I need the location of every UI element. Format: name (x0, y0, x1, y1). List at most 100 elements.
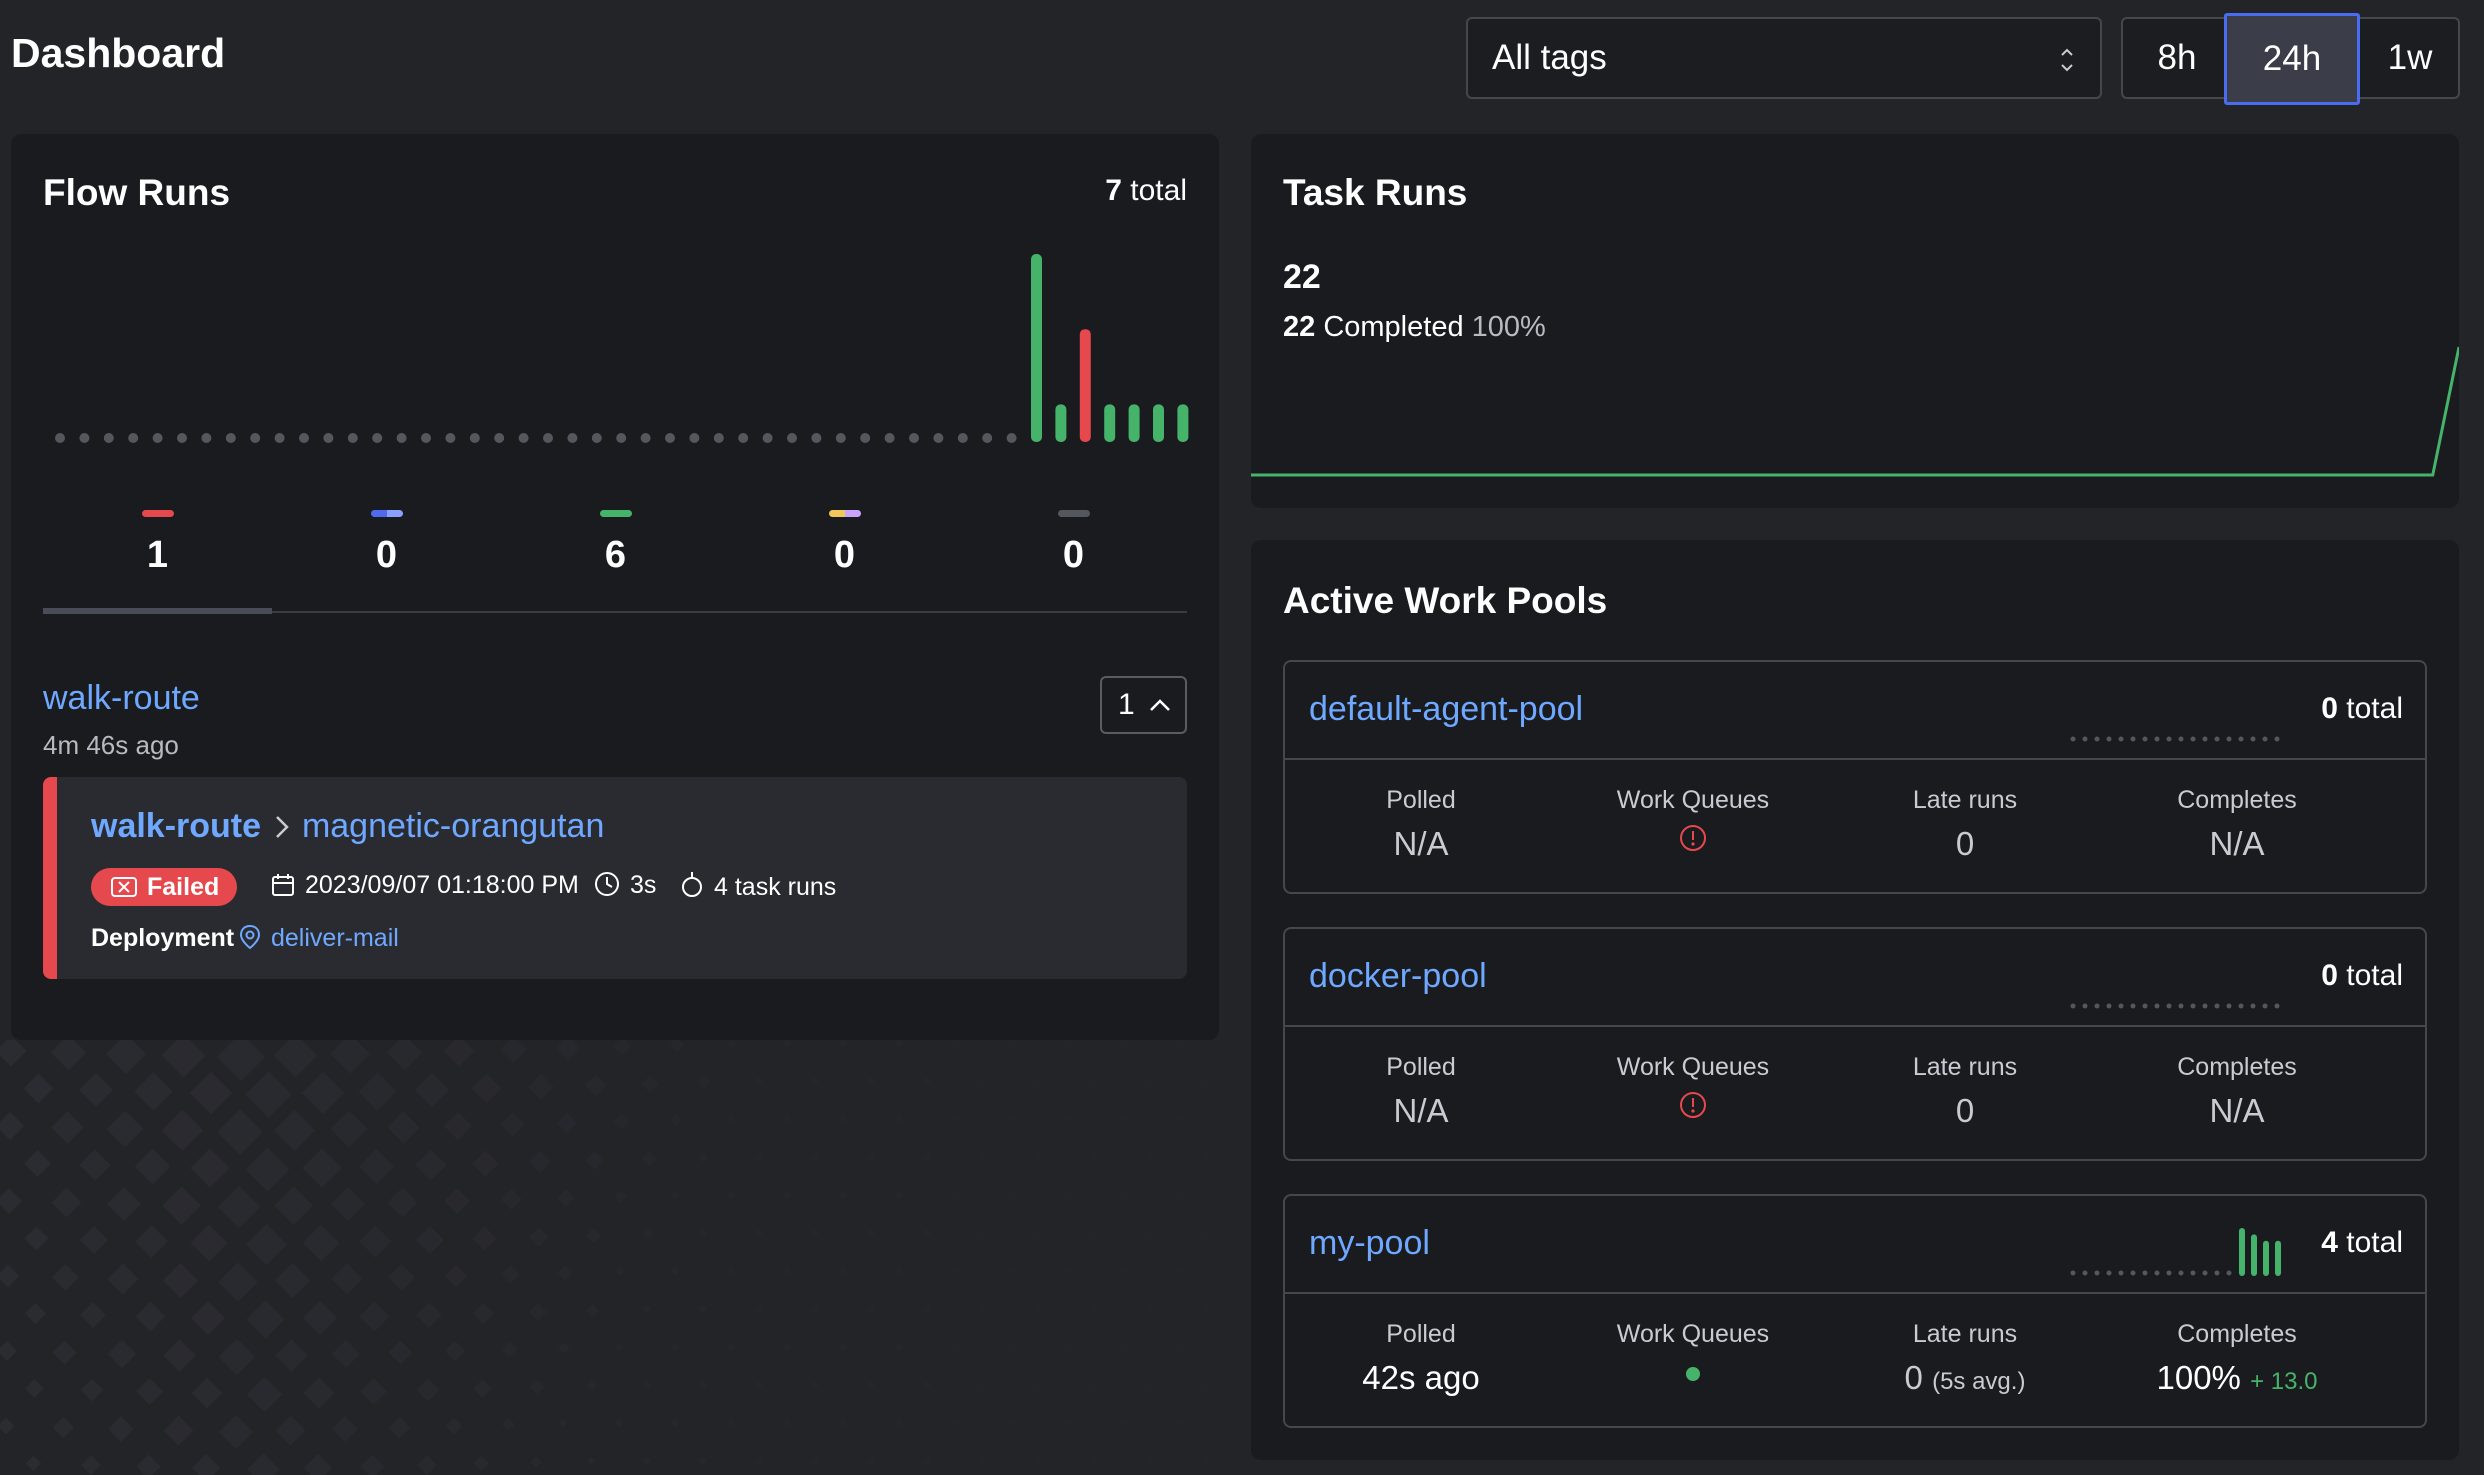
background-diamond (273, 1040, 318, 1078)
background-diamond (557, 1265, 573, 1281)
flow-run-bar (1177, 404, 1189, 442)
state-count: 6 (604, 534, 627, 576)
background-diamond (894, 1040, 904, 1048)
spark-dot (2130, 1003, 2136, 1009)
spark-dot (2202, 1003, 2208, 1009)
range-1w-button[interactable]: 1w (2387, 38, 2433, 77)
background-diamond (387, 1111, 420, 1144)
flow-group-count: 1 (1118, 688, 1135, 721)
background-diamond (23, 1073, 54, 1104)
background-diamond (135, 1225, 168, 1258)
work-pool-queues: Work Queues (1557, 786, 1829, 858)
background-diamond (950, 1114, 960, 1124)
work-pool-total: 0 total (2321, 692, 2403, 726)
background-diamond (162, 1262, 199, 1299)
background-diamond (106, 1040, 146, 1074)
state-color-bar (828, 510, 861, 517)
background-diamond (1034, 1228, 1044, 1238)
background-diamond (108, 1416, 134, 1442)
task-runs-value: 4 task runs (714, 873, 837, 901)
background-diamond (24, 1302, 47, 1325)
flow-run-bar (1153, 404, 1164, 442)
flow-group-ago: 4m 46s ago (43, 730, 179, 760)
spark-dot (2238, 1003, 2244, 1009)
spark-bar (2239, 1228, 2245, 1276)
background-diamond (670, 1266, 680, 1276)
background-diamond (1174, 1418, 1184, 1428)
background-diamond (417, 1455, 437, 1475)
task-runs-line (1251, 346, 2459, 477)
flow-run-empty-dot (518, 433, 529, 443)
background-diamond (190, 1224, 228, 1262)
background-diamond (1062, 1040, 1072, 1048)
background-diamond (641, 1075, 659, 1093)
background-diamond (303, 1301, 337, 1335)
background-diamond (501, 1265, 520, 1284)
background-diamond (922, 1152, 932, 1162)
background-diamond (51, 1187, 82, 1218)
state-tab-completed[interactable]: 6 (501, 504, 730, 577)
background-diamond (472, 1226, 497, 1251)
background-diamond (1146, 1228, 1156, 1238)
flow-run-empty-dot (1006, 433, 1017, 443)
background-diamond (838, 1190, 848, 1200)
background-diamond (754, 1228, 764, 1238)
spark-dot (2130, 1270, 2136, 1276)
spark-dot (2190, 736, 2196, 742)
work-pool-name[interactable]: default-agent-pool (1309, 690, 1584, 728)
work-pool-total-count: 4 (2321, 1226, 2338, 1259)
background-diamond (1174, 1266, 1184, 1276)
flow-group-toggle-button[interactable]: 1 (1100, 676, 1187, 734)
background-diamond (922, 1304, 932, 1314)
background-diamond (726, 1266, 736, 1276)
work-pool-sparkline (2070, 1003, 2280, 1009)
state-tab-running[interactable]: 0 (272, 504, 501, 577)
work-pool-late-runs: Late runs 0 (5s avg.) (1829, 1320, 2101, 1397)
state-tab-cancelled[interactable]: 0 (959, 504, 1188, 577)
spark-dot (2082, 1270, 2088, 1276)
work-pool-completes: Completes 100% + 13.0 (2101, 1320, 2373, 1397)
background-diamond (217, 1185, 261, 1229)
background-diamond (443, 1111, 473, 1141)
flow-group-name[interactable]: walk-route (43, 679, 200, 717)
calendar-icon (272, 874, 294, 896)
background-diamond (1034, 1076, 1044, 1086)
background-diamond (1034, 1456, 1044, 1466)
flow-run-link[interactable]: magnetic-orangutan (301, 807, 605, 845)
range-24h-button[interactable]: 24h (2224, 13, 2360, 105)
work-pool-queues: Work Queues (1557, 1053, 1829, 1125)
spark-dot (2238, 736, 2244, 742)
background-diamond (501, 1341, 518, 1358)
alert-circle-icon (1680, 1092, 1706, 1118)
state-tab-failed[interactable]: 1 (43, 504, 272, 577)
flow-run-empty-dot (640, 433, 651, 443)
background-diamond (894, 1418, 904, 1428)
state-tab-scheduled[interactable]: 0 (730, 504, 959, 577)
background-diamond (698, 1380, 708, 1390)
background-diamond (1174, 1040, 1184, 1048)
deployment-link[interactable]: deliver-mail (239, 924, 399, 953)
range-8h-button[interactable]: 8h (2157, 38, 2197, 77)
work-pool-name[interactable]: my-pool (1309, 1224, 1430, 1262)
tag-filter-select[interactable]: All tags (1466, 17, 2102, 99)
background-diamond (726, 1190, 736, 1200)
flow-run-empty-dot (299, 433, 309, 443)
work-pool-name[interactable]: docker-pool (1309, 957, 1487, 995)
flow-run-item[interactable]: walk-route magnetic-orangutan Failed 202… (43, 777, 1187, 979)
background-diamond (246, 1376, 283, 1413)
background-diamond (614, 1342, 624, 1352)
flow-link[interactable]: walk-route (91, 807, 262, 845)
flow-run-empty-dot (591, 433, 602, 443)
flow-run-empty-dot (103, 433, 114, 443)
work-pool-late-runs: Late runs 0 (1829, 786, 2101, 863)
background-diamond (894, 1266, 904, 1276)
background-diamond (782, 1418, 792, 1428)
flow-run-bar (1055, 404, 1067, 442)
background-diamond (163, 1415, 194, 1446)
task-runs-completed-label: Completed (1323, 311, 1464, 343)
background-diamond (301, 1071, 345, 1115)
background-diamond (134, 1072, 173, 1111)
background-diamond (1146, 1380, 1156, 1390)
background-diamond (894, 1342, 904, 1352)
completes-value: 100% + 13.0 (2101, 1359, 2373, 1397)
